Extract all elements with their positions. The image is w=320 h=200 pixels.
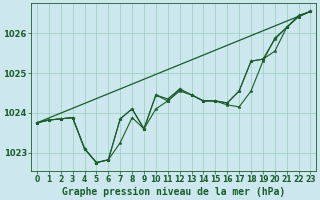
X-axis label: Graphe pression niveau de la mer (hPa): Graphe pression niveau de la mer (hPa) — [62, 186, 285, 197]
